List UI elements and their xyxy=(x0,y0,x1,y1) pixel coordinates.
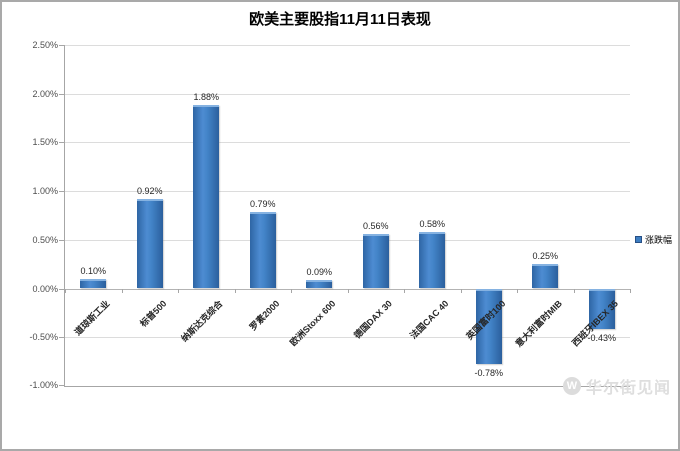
legend: 涨跌幅 xyxy=(635,233,672,246)
x-axis-tick xyxy=(630,288,631,293)
x-axis-tick xyxy=(404,288,405,293)
x-axis-tick xyxy=(460,288,462,293)
category-label: 欧洲Stoxx 600 xyxy=(288,297,338,348)
x-axis-tick xyxy=(517,288,518,293)
gridline xyxy=(65,45,630,46)
y-tick-label: 2.50% xyxy=(32,40,58,50)
category-label: 法国CAC 40 xyxy=(408,297,451,341)
plot-area: 0.10% 道琼斯工业 0.92% 标普500 1.88% 纳斯达克综合 0.79% 罗素20… xyxy=(59,45,631,387)
y-tick-label: 1.50% xyxy=(32,137,58,148)
gridline xyxy=(65,142,630,144)
y-tick-label: -0.50% xyxy=(29,332,58,343)
category-label: 道琼斯工业 xyxy=(72,297,112,337)
bar-value-label: 0.09% xyxy=(306,266,333,277)
legend-series-marker-icon xyxy=(635,236,642,243)
bar-6 xyxy=(362,234,389,288)
x-axis-tick xyxy=(573,288,575,293)
bar-4 xyxy=(249,211,276,288)
y-axis-tick xyxy=(59,385,64,386)
bar-1 xyxy=(80,278,107,288)
bar-3 xyxy=(193,105,220,288)
category-label: 标普500 xyxy=(137,297,169,329)
bar-value-label: 0.10% xyxy=(80,265,107,276)
gridline xyxy=(65,239,630,241)
gridline xyxy=(65,93,630,95)
y-tick-label: 1.00% xyxy=(32,186,58,197)
bar-9 xyxy=(532,264,559,288)
y-tick-label: 0.50% xyxy=(32,234,58,245)
bar-7 xyxy=(419,232,446,288)
category-label: 罗素2000 xyxy=(247,297,282,332)
bar-2 xyxy=(136,198,163,288)
x-axis-tick xyxy=(65,288,66,293)
y-axis-tick xyxy=(59,239,64,241)
y-tick-label: 0.00% xyxy=(32,283,58,294)
y-axis-tick xyxy=(59,337,64,339)
bar-value-label: 0.79% xyxy=(249,198,276,209)
gridline xyxy=(65,191,630,193)
bar-value-label: 0.56% xyxy=(362,221,389,231)
x-axis-tick xyxy=(178,288,179,293)
bar-5 xyxy=(306,279,333,288)
bar-value-label: 1.88% xyxy=(193,92,220,103)
y-axis-tick xyxy=(59,142,64,144)
category-label: 意大利富时MIB xyxy=(513,297,564,349)
y-axis-tick xyxy=(59,93,64,95)
y-tick-label: 2.00% xyxy=(32,88,58,99)
x-axis-tick xyxy=(121,288,123,293)
bar-value-label: 0.92% xyxy=(136,185,163,196)
bar-10 xyxy=(588,288,615,330)
x-axis-tick xyxy=(291,288,292,293)
legend-series-label: 涨跌幅 xyxy=(645,235,673,245)
bar-value-label: -0.78% xyxy=(474,367,504,378)
y-axis-tick xyxy=(59,288,64,290)
y-axis-tick xyxy=(59,191,64,193)
x-axis-tick xyxy=(234,288,236,293)
bar-value-label: 0.58% xyxy=(419,219,446,230)
y-axis-tick xyxy=(59,45,64,46)
y-tick-label: -1.00% xyxy=(29,380,58,390)
bar-value-label: -0.43% xyxy=(587,333,617,344)
category-label: 德国DAX 30 xyxy=(352,297,395,341)
chart-title: 欧美主要股指11月11日表现 xyxy=(249,11,431,28)
gridline xyxy=(65,337,630,339)
x-axis-tick xyxy=(347,288,349,293)
bar-value-label: 0.25% xyxy=(532,251,559,262)
bar-8 xyxy=(475,288,502,364)
